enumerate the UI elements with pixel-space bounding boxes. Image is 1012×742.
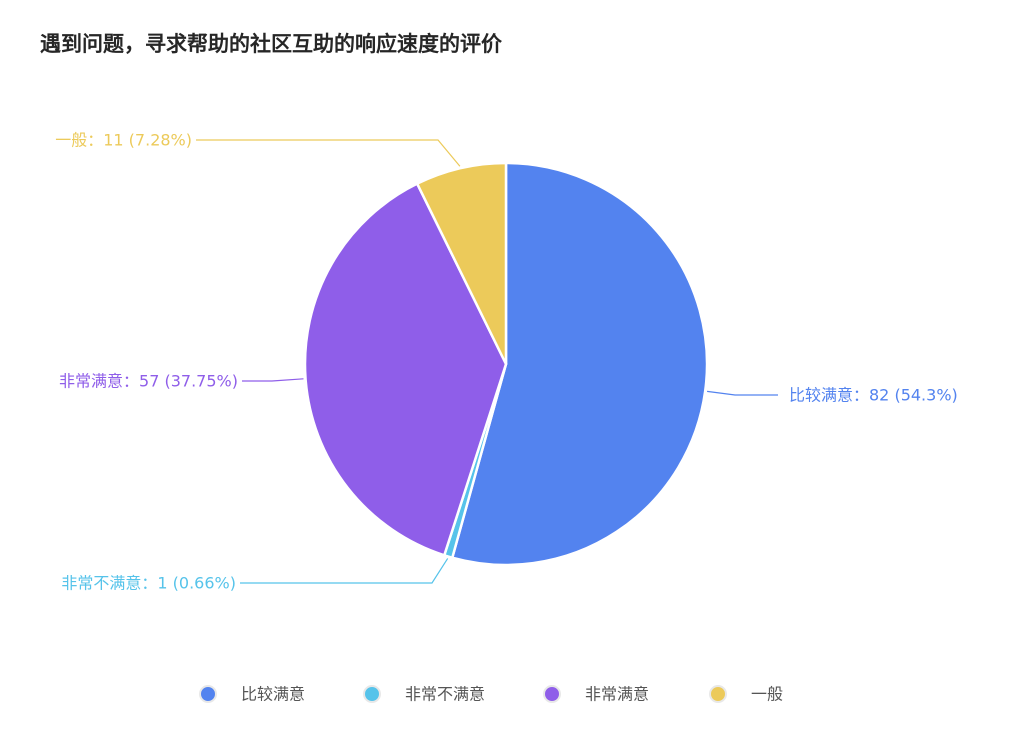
legend-item[interactable]: 比较满意 xyxy=(199,685,305,704)
legend: 比较满意 非常不满意 非常满意 一般 xyxy=(199,685,783,704)
legend-label: 一般 xyxy=(751,685,783,704)
legend-marker-icon xyxy=(543,685,561,703)
slice-label: 非常满意：57 (37.75%) xyxy=(59,372,238,391)
leader-line xyxy=(196,139,461,167)
slice-labels: 比较满意：82 (54.3%) 非常不满意：1 (0.66%) 非常满意：57 (3… xyxy=(55,131,958,593)
leader-line xyxy=(242,378,304,382)
leader-line xyxy=(240,558,449,584)
legend-label: 比较满意 xyxy=(241,685,305,704)
chart-title: 遇到问题，寻求帮助的社区互助的响应速度的评价 xyxy=(40,32,502,56)
slice-label: 比较满意：82 (54.3%) xyxy=(789,386,958,405)
legend-item[interactable]: 非常满意 xyxy=(543,685,649,704)
legend-marker-icon xyxy=(709,685,727,703)
slice-label: 一般：11 (7.28%) xyxy=(55,131,192,150)
pie-slice[interactable] xyxy=(451,161,709,567)
leader-line xyxy=(707,390,778,396)
label-leader-lines xyxy=(196,139,778,584)
legend-label: 非常满意 xyxy=(585,685,649,704)
legend-item[interactable]: 一般 xyxy=(709,685,783,704)
legend-marker-icon xyxy=(199,685,217,703)
legend-marker-icon xyxy=(363,685,381,703)
pie-slice[interactable] xyxy=(303,182,508,557)
pie-slice[interactable] xyxy=(415,161,508,366)
legend-item[interactable]: 非常不满意 xyxy=(363,685,485,704)
slice-label: 非常不满意：1 (0.66%) xyxy=(61,574,236,593)
legend-label: 非常不满意 xyxy=(405,685,485,704)
pie-slices xyxy=(303,161,709,567)
